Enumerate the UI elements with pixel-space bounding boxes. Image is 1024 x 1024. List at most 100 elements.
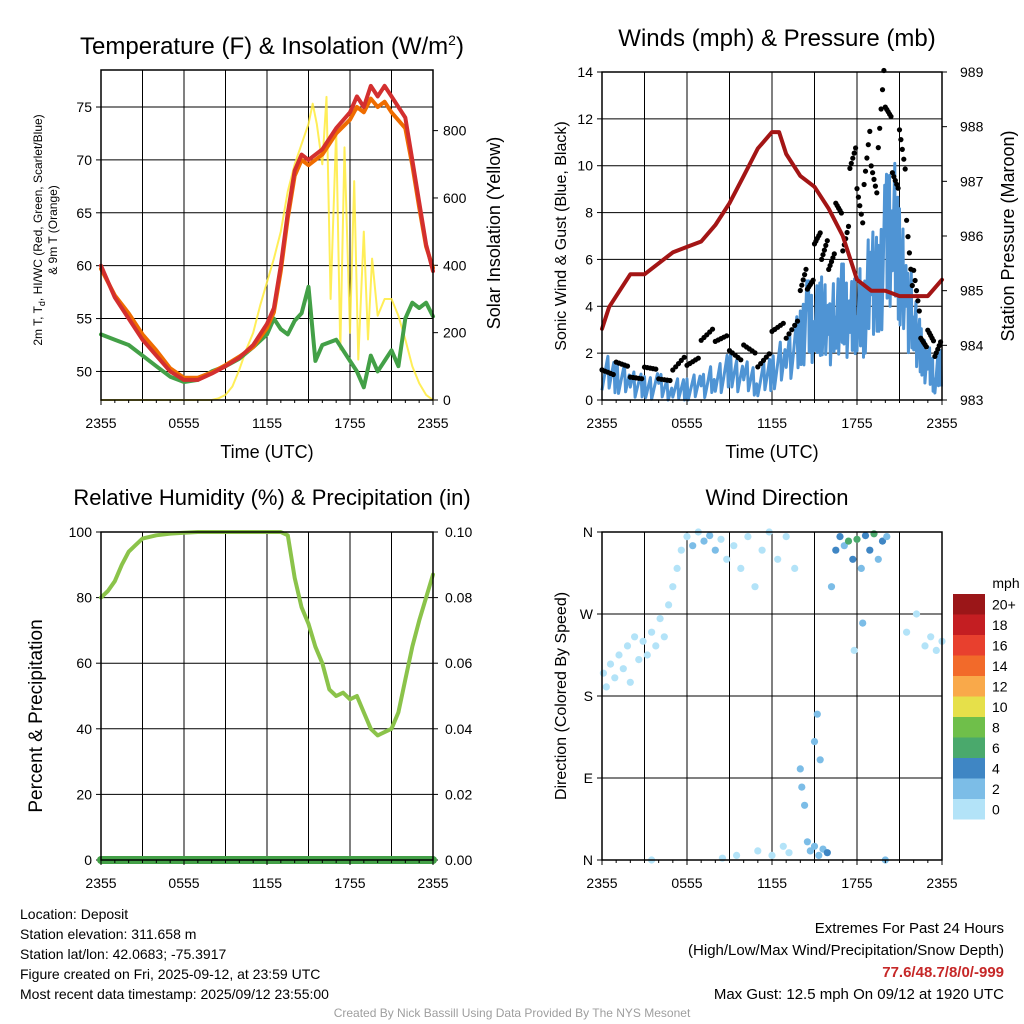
- gust-point: [879, 87, 886, 93]
- wind-direction-point: [730, 542, 738, 550]
- y-tick-label: 65: [76, 205, 92, 221]
- wind-direction-point: [711, 546, 719, 554]
- legend-label: 6: [992, 740, 1000, 756]
- y-tick-label: 80: [76, 590, 92, 606]
- x-tick-label: 2355: [417, 415, 448, 431]
- x-tick-label: 2355: [926, 415, 957, 431]
- legend-label: 10: [992, 699, 1008, 715]
- x-tick-label: 2355: [417, 875, 448, 891]
- gust-point: [877, 125, 883, 131]
- x-tick-label: 1155: [252, 415, 282, 431]
- wind-direction-point: [652, 642, 660, 650]
- legend-label: 14: [992, 658, 1008, 674]
- gust-point: [845, 223, 852, 229]
- wind-direction-point: [921, 642, 929, 650]
- y2-tick-label: 0.08: [445, 590, 472, 606]
- gust-point: [838, 210, 845, 216]
- y2-tick-label: 0.10: [445, 524, 472, 540]
- y-axis-label: Direction (Colored By Speed): [553, 592, 570, 800]
- legend-swatch: [953, 778, 985, 799]
- series-gust: [599, 67, 944, 384]
- wind-direction-point: [779, 842, 787, 850]
- wind-direction-point: [635, 656, 643, 664]
- wind-direction-point: [850, 646, 858, 655]
- gust-point: [930, 338, 937, 344]
- y2-tick-label: 200: [443, 325, 467, 341]
- wind-direction-point: [665, 601, 673, 609]
- gust-point: [867, 128, 873, 134]
- legend-swatch: [953, 737, 985, 758]
- gust-point: [848, 160, 854, 166]
- chart-title: Relative Humidity (%) & Precipitation (i…: [73, 485, 470, 510]
- wind-direction-point: [782, 533, 790, 541]
- gust-point: [802, 272, 808, 278]
- gust-point: [817, 230, 823, 236]
- gust-point: [823, 242, 829, 248]
- gust-point: [902, 166, 908, 172]
- y-tick-label: 55: [76, 311, 92, 327]
- gust-point: [878, 106, 884, 112]
- gust-point: [828, 259, 835, 265]
- gust-point: [695, 355, 701, 361]
- gust-point: [858, 211, 864, 217]
- x-tick-label: 0555: [168, 415, 199, 431]
- x-axis-label: Time (UTC): [725, 442, 818, 462]
- y2-axis-label: Solar Insolation (Yellow): [484, 137, 504, 329]
- gust-point: [874, 190, 880, 196]
- wind-direction-point: [656, 615, 664, 623]
- gust-point: [752, 350, 758, 356]
- station-latlon: Station lat/lon: 42.0683; -75.3917: [20, 946, 227, 962]
- wind-direction-point: [803, 838, 812, 846]
- gust-point: [905, 234, 911, 240]
- y2-tick-label: 0.02: [445, 786, 472, 802]
- gust-point: [862, 168, 869, 174]
- y2-tick-label: 800: [443, 123, 467, 139]
- y-tick-label: 4: [585, 298, 593, 314]
- wind-direction-point: [754, 847, 762, 855]
- wind-direction-point: [758, 546, 766, 554]
- x-tick-label: 2355: [926, 875, 957, 891]
- wind-direction-point: [798, 783, 806, 791]
- y-tick-label: 0: [585, 392, 593, 408]
- y-tick-label: 20: [76, 786, 92, 802]
- wind-direction-point: [669, 583, 677, 591]
- y-axis-label: Percent & Precipitation: [26, 619, 47, 812]
- gust-point: [915, 298, 921, 304]
- legend-swatch: [953, 799, 985, 820]
- x-tick-label: 2355: [586, 875, 617, 891]
- y2-tick-label: 0: [443, 392, 451, 408]
- y-tick-label: 14: [577, 64, 593, 80]
- x-tick-label: 0555: [168, 875, 199, 891]
- gust-point: [800, 277, 806, 283]
- chart-title: Wind Direction: [705, 485, 848, 510]
- wind-direction-point: [810, 738, 819, 746]
- x-tick-label: 0555: [671, 875, 702, 891]
- y2-tick-label: 983: [960, 392, 984, 408]
- y-tick-label: 0: [84, 852, 92, 868]
- gust-point: [870, 170, 876, 176]
- chart-title: Temperature (F) & Insolation (W/m2): [80, 32, 464, 60]
- wind-direction-point: [599, 669, 608, 677]
- legend-label: 18: [992, 617, 1008, 633]
- gust-point: [681, 354, 687, 360]
- gust-point: [860, 220, 866, 226]
- legend-label: 8: [992, 719, 1000, 735]
- y-tick-label: 12: [577, 111, 593, 127]
- gust-point: [624, 363, 631, 369]
- gust-point: [923, 344, 930, 350]
- x-tick-label: 1755: [841, 415, 872, 431]
- wind-direction-point: [737, 564, 745, 573]
- gust-point: [912, 277, 918, 284]
- wind-direction-point: [673, 564, 681, 573]
- legend-swatch: [953, 614, 985, 635]
- station-elevation: Station elevation: 311.658 m: [20, 926, 197, 942]
- gust-point: [904, 217, 910, 223]
- y-tick-label: W: [580, 606, 594, 622]
- y-tick-label: 40: [76, 721, 92, 737]
- gust-point: [871, 176, 877, 182]
- gust-point: [868, 163, 874, 169]
- wind-direction-point: [733, 851, 741, 860]
- legend-label: 16: [992, 637, 1008, 653]
- wind-direction-point: [602, 683, 610, 691]
